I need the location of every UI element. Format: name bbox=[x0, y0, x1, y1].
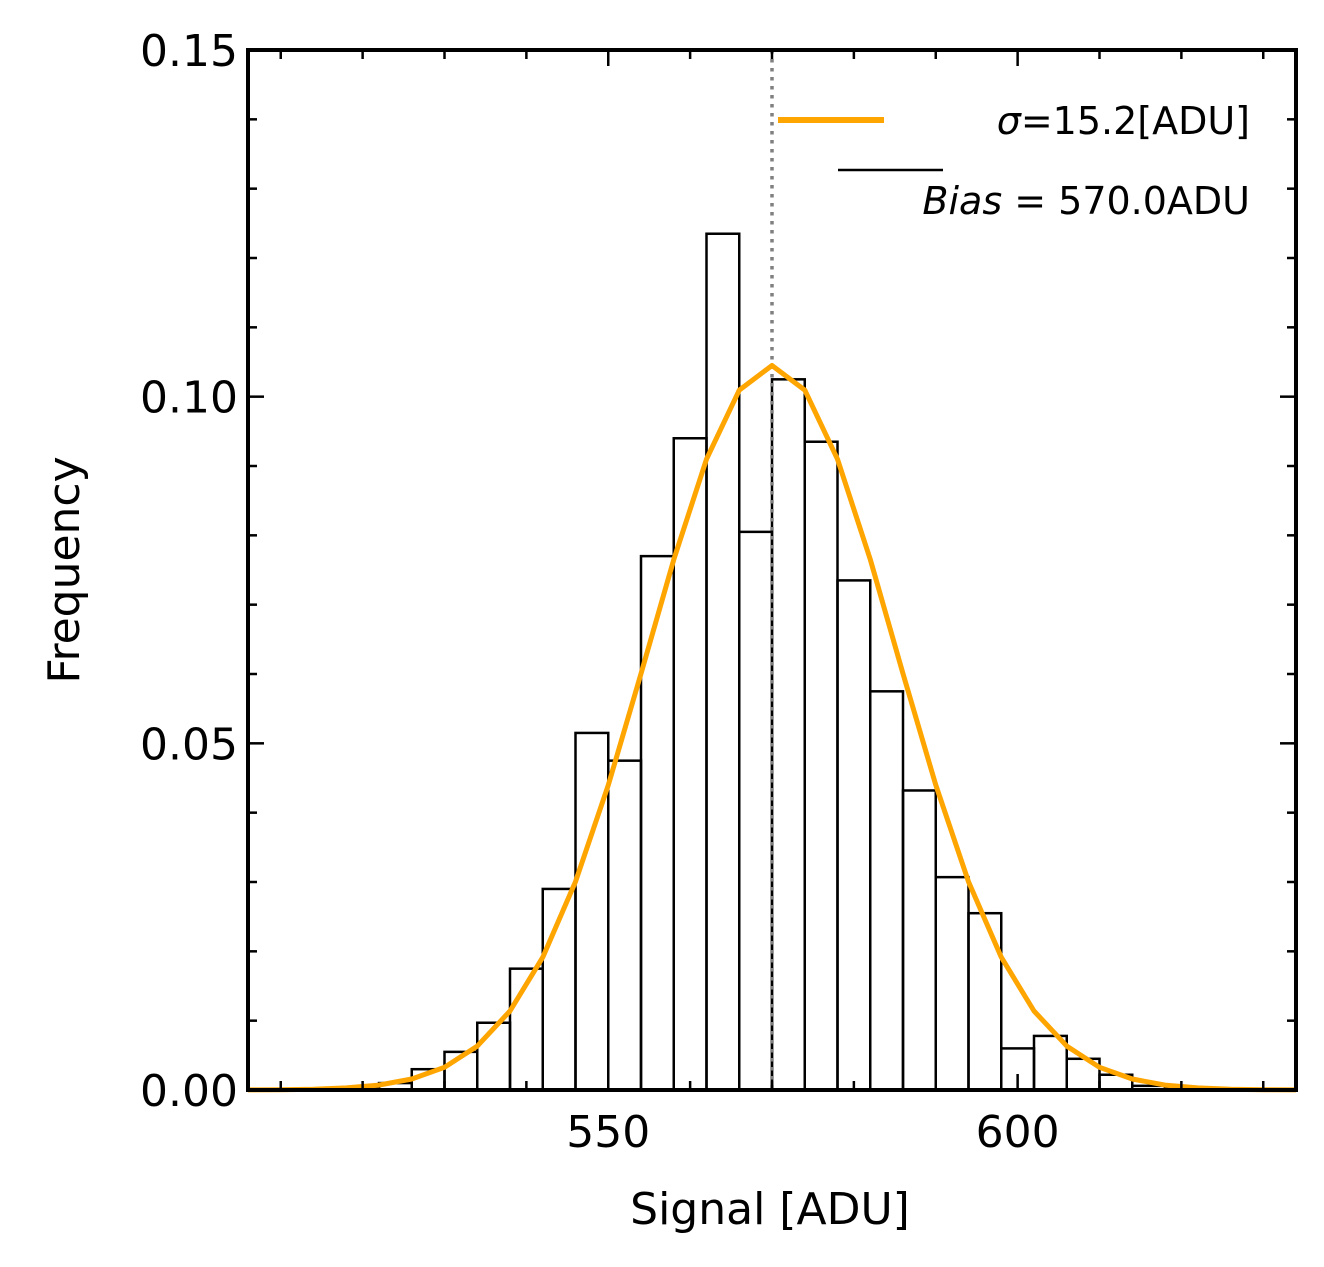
legend-fit-label: σ=15.2[ADU] bbox=[997, 99, 1250, 143]
y-axis-label: Frequency bbox=[39, 456, 90, 683]
gaussian-fit-group bbox=[247, 363, 1297, 1093]
y-tick-label: 0.10 bbox=[140, 373, 238, 424]
legend-bias-value: = 570.0ADU bbox=[1002, 179, 1250, 223]
legend: σ=15.2[ADU] Bias = 570.0ADU bbox=[778, 99, 1250, 223]
plot-frame bbox=[246, 48, 1298, 1092]
x-tick-label: 550 bbox=[566, 1107, 650, 1158]
x-tick-label: 600 bbox=[976, 1107, 1060, 1158]
gaussian-fit-curve bbox=[247, 363, 1297, 1093]
legend-sigma-symbol: σ bbox=[997, 99, 1023, 143]
y-tick-label: 0.00 bbox=[140, 1066, 238, 1117]
y-tick-label: 0.05 bbox=[140, 719, 238, 770]
legend-bias-label: Bias = 570.0ADU bbox=[922, 179, 1250, 223]
y-tick-label: 0.15 bbox=[140, 26, 238, 77]
legend-sigma-value: =15.2[ADU] bbox=[1021, 99, 1250, 143]
tick-labels: 550 600 0.00 0.05 0.10 0.15 bbox=[140, 26, 1060, 1158]
x-axis-label: Signal [ADU] bbox=[630, 1184, 910, 1235]
legend-bias-symbol: Bias bbox=[922, 179, 1002, 223]
